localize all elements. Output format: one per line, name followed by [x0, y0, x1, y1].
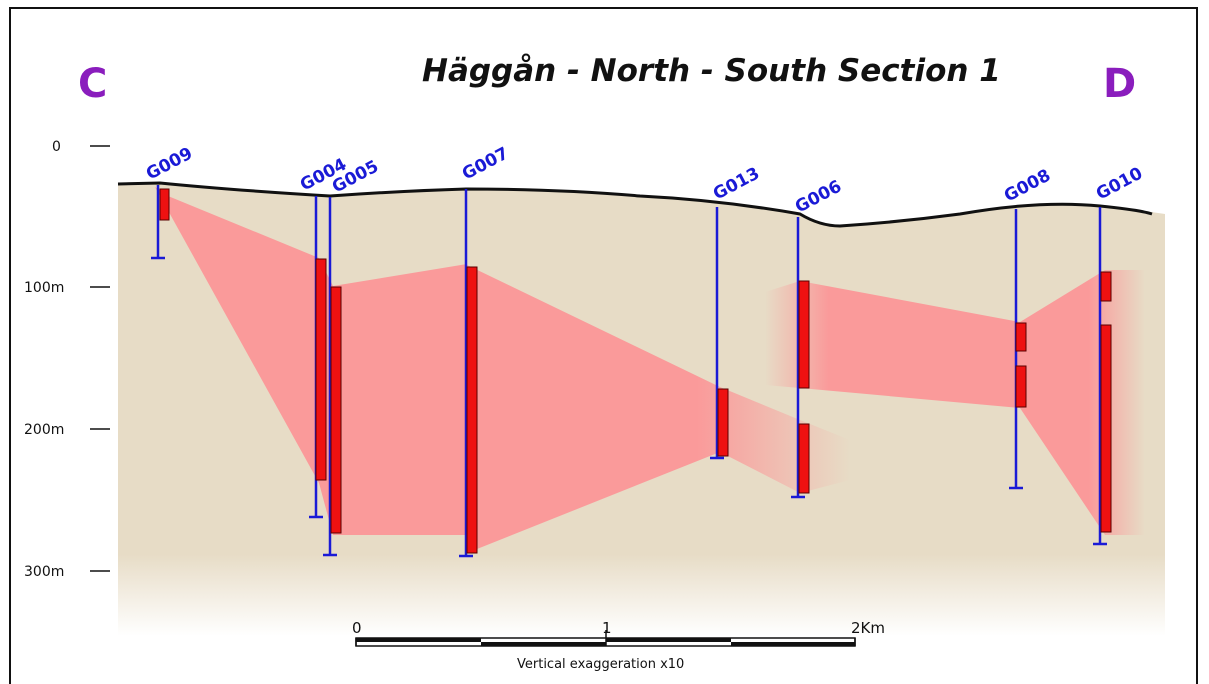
- intercept-bar: [315, 258, 327, 481]
- intercept-bar: [798, 280, 810, 389]
- drillhole-label: G006: [792, 177, 845, 218]
- vertical-exaggeration-note: Vertical exaggeration x10: [517, 657, 684, 672]
- drillhole-label: G009: [143, 144, 196, 185]
- mineralized-zone-west: [155, 187, 467, 535]
- scale-bar-segment: [731, 642, 855, 646]
- intercept-bar: [1015, 365, 1027, 408]
- depth-label-200: 200m: [24, 422, 64, 438]
- mineralized-zone-central: [467, 265, 850, 553]
- intercept-bar: [1100, 324, 1112, 533]
- section-end-label: D: [1103, 61, 1136, 107]
- scale-bar-segment: [481, 642, 606, 646]
- drillhole-label: G007: [459, 144, 512, 185]
- drillhole-label: G008: [1001, 166, 1054, 207]
- intercept-bar: [1100, 271, 1112, 302]
- scale-bar-segment: [356, 638, 481, 642]
- section-start-label: C: [78, 61, 107, 107]
- depth-axis: 0 100m 200m 300m: [24, 139, 110, 580]
- drillhole-label: G010: [1093, 163, 1146, 204]
- mineralized-zone-east: [1020, 270, 1145, 535]
- ground-surface-line: [117, 181, 1153, 228]
- intercept-bar: [159, 188, 170, 221]
- intercept-bar: [798, 423, 810, 494]
- section-title: Häggån - North - South Section 1: [422, 53, 1001, 89]
- intercept-bar: [717, 388, 729, 457]
- scale-bar-segment: [606, 638, 731, 642]
- scale-label-2: 2Km: [851, 619, 885, 637]
- drillhole-label: G013: [710, 164, 763, 205]
- scale-bar: 0 1 2Km Vertical exaggeration x10: [352, 619, 885, 672]
- mineralized-zone-upper-east: [765, 281, 1020, 408]
- intercept-bar: [466, 266, 478, 554]
- depth-label-300: 300m: [24, 564, 64, 580]
- intercept-bar: [330, 286, 342, 534]
- intercept-bar: [1015, 322, 1027, 352]
- scale-label-0: 0: [352, 619, 362, 637]
- depth-label-100: 100m: [24, 280, 64, 296]
- scale-label-1: 1: [602, 619, 612, 637]
- depth-label-0: 0: [52, 139, 61, 155]
